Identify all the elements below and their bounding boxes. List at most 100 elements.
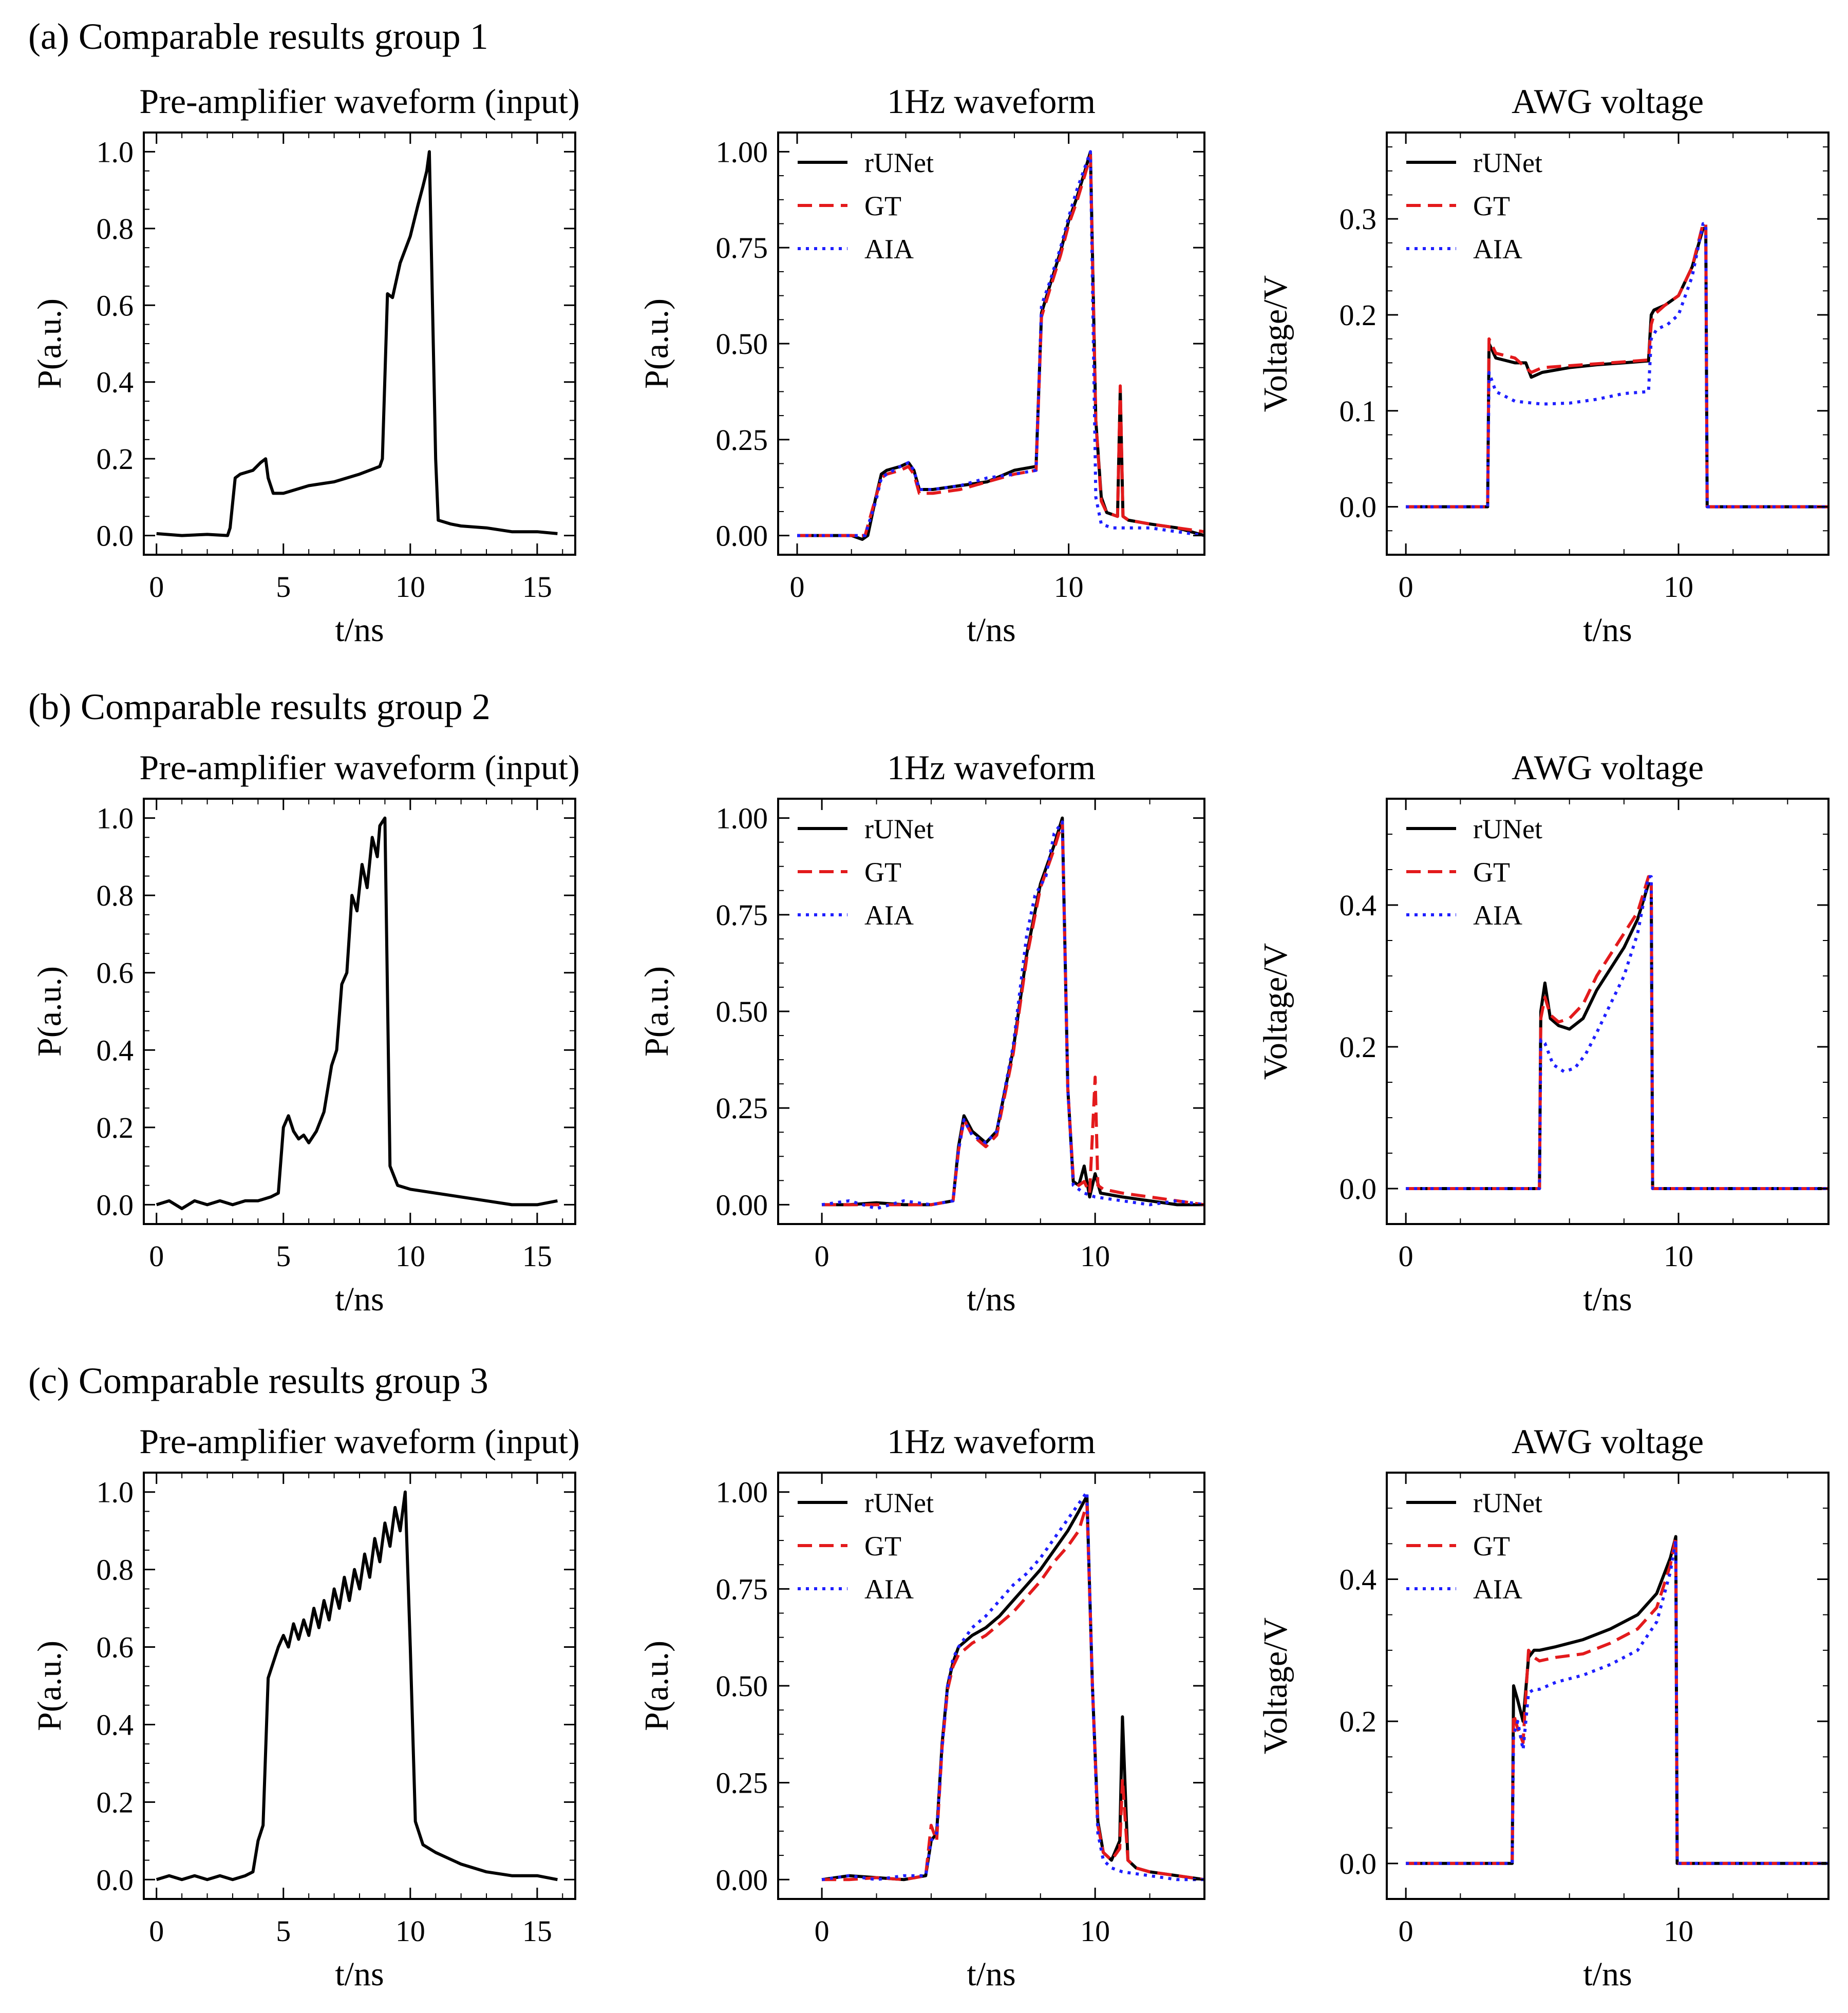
panels: Pre-amplifier waveform (input)0 5 10 150.00…	[31, 82, 1830, 1993]
legend-label-runet: rUNet	[864, 147, 934, 178]
y-axis-label: Voltage/V	[1257, 1617, 1294, 1754]
legend-label-gt: GT	[1473, 191, 1510, 221]
y-axis-label: P(a.u.)	[31, 298, 68, 389]
y-tick-label: 1.0	[97, 1476, 134, 1509]
chart-panel-1-1: Pre-amplifier waveform (input) 0 5 10 15 0.0 0…	[31, 82, 580, 649]
x-tick-label: 0	[1399, 1239, 1413, 1273]
chart-title: Pre-amplifier waveform (input)	[139, 1422, 579, 1461]
x-axis-label: t/ns	[1583, 611, 1632, 649]
y-axis-label: P(a.u.)	[31, 1641, 68, 1731]
legend: rUNet GT AIA	[798, 814, 934, 931]
y-axis-label: Voltage/V	[1257, 943, 1294, 1080]
series-group	[797, 150, 1204, 541]
series-line-gt	[822, 820, 1204, 1207]
y-tick-label: 0.50	[716, 1669, 768, 1703]
series-line-aia	[1406, 222, 1828, 509]
x-axis-label: t/ns	[1583, 1955, 1632, 1993]
x-tick-label: 10	[1054, 570, 1084, 604]
series-group	[1406, 222, 1828, 509]
y-tick-label: 0.75	[716, 898, 768, 932]
y-axis-label: P(a.u.)	[638, 966, 675, 1057]
y-tick-label: 0.00	[716, 519, 768, 553]
y-tick-label: 0.00	[716, 1863, 768, 1896]
series-group	[156, 150, 558, 537]
series-group	[156, 816, 558, 1210]
series-line-gt	[822, 1502, 1204, 1882]
y-tick-label: 1.0	[97, 135, 134, 168]
legend: rUNet GT AIA	[1406, 147, 1542, 265]
legend: rUNet GT AIA	[1406, 814, 1542, 931]
y-tick-label: 1.00	[716, 802, 768, 835]
x-tick-label: 0	[815, 1239, 829, 1273]
y-tick-label: 0.4	[97, 1033, 134, 1067]
y-tick-label: 0.75	[716, 231, 768, 265]
series-group	[1406, 875, 1828, 1190]
x-tick-label: 5	[276, 1239, 291, 1273]
x-tick-label: 10	[395, 1914, 425, 1948]
y-tick-label: 0.6	[97, 289, 134, 322]
x-axis-label: t/ns	[335, 1955, 384, 1993]
legend-label-runet: rUNet	[1473, 814, 1542, 844]
y-tick-label: 0.3	[1340, 202, 1377, 236]
chart-title: Pre-amplifier waveform (input)	[139, 82, 579, 121]
x-tick-label: 10	[395, 1239, 425, 1273]
legend: rUNet GT AIA	[798, 1488, 934, 1605]
y-tick-label: 1.00	[716, 135, 768, 168]
y-tick-label: 0.25	[716, 1092, 768, 1125]
group-label-c: (c) Comparable results group 3	[28, 1360, 488, 1401]
y-tick-label: 0.2	[97, 1785, 134, 1819]
chart-title: 1Hz waveform	[887, 748, 1096, 787]
y-tick-label: 0.2	[1340, 1030, 1377, 1064]
x-tick-label: 15	[522, 570, 552, 604]
y-tick-label: 0.25	[716, 1766, 768, 1800]
y-tick-label: 0.0	[97, 519, 134, 553]
series-line-aia	[821, 1490, 1204, 1882]
y-tick-label: 0.8	[97, 879, 134, 912]
group-label-b: (b) Comparable results group 2	[28, 686, 491, 727]
series-line-gt	[1406, 1535, 1828, 1865]
x-tick-label: 0	[1399, 1914, 1413, 1948]
x-tick-label: 0	[815, 1914, 829, 1948]
series-line-input	[156, 1490, 558, 1882]
x-axis-label: t/ns	[1583, 1281, 1632, 1318]
group-label-a: (a) Comparable results group 1	[28, 16, 488, 57]
series-line-input	[156, 816, 558, 1210]
x-tick-label: 5	[276, 1914, 291, 1948]
series-line-runet	[1406, 882, 1828, 1190]
chart-title: AWG voltage	[1512, 748, 1704, 787]
x-tick-label: 0	[149, 570, 164, 604]
series-group	[821, 1490, 1204, 1882]
legend-label-aia: AIA	[864, 1574, 914, 1605]
series-line-aia	[821, 820, 1204, 1210]
y-tick-label: 0.75	[716, 1572, 768, 1606]
y-tick-label: 0.2	[97, 442, 134, 476]
y-tick-label: 0.0	[1340, 491, 1377, 524]
x-tick-label: 10	[1664, 570, 1693, 604]
y-tick-label: 0.0	[1340, 1847, 1377, 1880]
y-tick-label: 0.4	[97, 1708, 134, 1741]
y-axis-label: P(a.u.)	[638, 298, 675, 389]
legend-label-aia: AIA	[1473, 1574, 1522, 1605]
y-tick-label: 0.2	[1340, 298, 1377, 332]
x-tick-label: 0	[149, 1239, 164, 1273]
y-tick-label: 0.50	[716, 327, 768, 361]
x-tick-label: 10	[1080, 1914, 1110, 1948]
y-tick-label: 0.8	[97, 212, 134, 246]
x-tick-label: 15	[522, 1914, 552, 1948]
chart-panel-3-2: 1Hz waveform 0 10 0.00 0.25 0.50 0.75 1.00 t/ns P…	[638, 1422, 1205, 1993]
legend-label-gt: GT	[1473, 1531, 1510, 1562]
x-tick-label: 10	[1080, 1239, 1110, 1273]
y-tick-label: 0.6	[97, 956, 134, 990]
x-axis-label: t/ns	[335, 1281, 384, 1318]
chart-title: Pre-amplifier waveform (input)	[139, 748, 579, 787]
legend-label-gt: GT	[864, 857, 901, 888]
x-axis-label: t/ns	[335, 611, 384, 649]
x-tick-label: 5	[276, 570, 291, 604]
chart-title: AWG voltage	[1512, 82, 1704, 121]
chart-panel-1-3: AWG voltage 0 10 0.0 0.1 0.2 0.3 t/ns Voltage/V r…	[1257, 82, 1830, 649]
legend-label-gt: GT	[864, 191, 901, 221]
chart-panel-2-2: 1Hz waveform 0 10 0.00 0.25 0.50 0.75 1.00 t/ns P…	[638, 748, 1205, 1318]
series-line-aia	[1406, 1538, 1828, 1865]
x-tick-label: 0	[149, 1914, 164, 1948]
y-tick-label: 0.0	[1340, 1172, 1377, 1206]
